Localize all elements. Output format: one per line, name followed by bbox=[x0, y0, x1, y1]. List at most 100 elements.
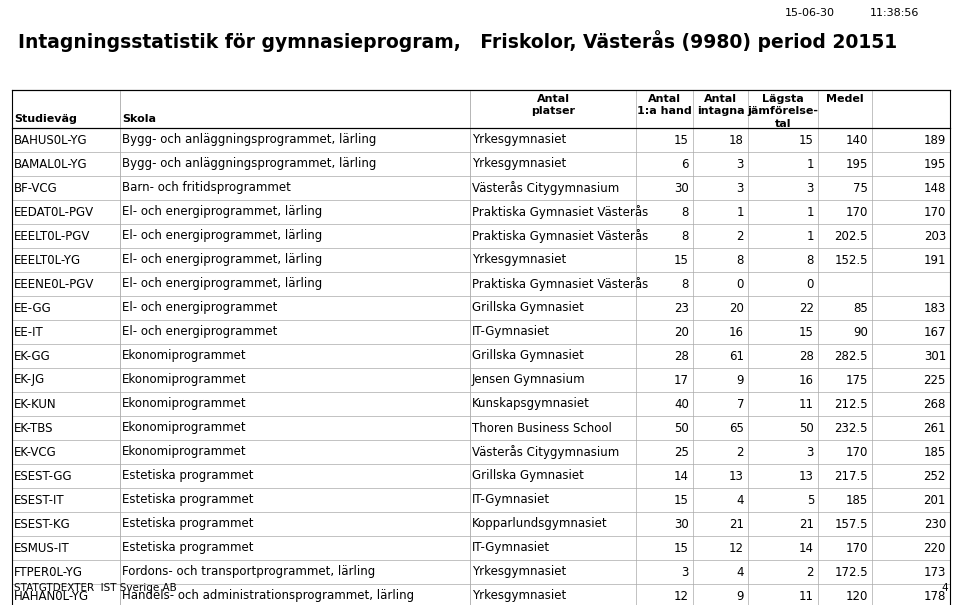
Text: 2: 2 bbox=[736, 445, 744, 459]
Text: Antal
intagna: Antal intagna bbox=[697, 94, 744, 116]
Text: Intagningsstatistik för gymnasieprogram,   Friskolor, Västerås (9980) period 201: Intagningsstatistik för gymnasieprogram,… bbox=[18, 30, 898, 52]
Text: BAHUS0L-YG: BAHUS0L-YG bbox=[14, 134, 87, 146]
Text: Barn- och fritidsprogrammet: Barn- och fritidsprogrammet bbox=[122, 182, 291, 194]
Text: 18: 18 bbox=[730, 134, 744, 146]
Text: ESEST-GG: ESEST-GG bbox=[14, 469, 73, 483]
Text: 232.5: 232.5 bbox=[834, 422, 868, 434]
Text: BF-VCG: BF-VCG bbox=[14, 182, 58, 194]
Text: 201: 201 bbox=[924, 494, 946, 506]
Text: 2: 2 bbox=[736, 229, 744, 243]
Text: 1: 1 bbox=[736, 206, 744, 218]
Text: El- och energiprogrammet, lärling: El- och energiprogrammet, lärling bbox=[122, 253, 323, 266]
Text: 170: 170 bbox=[846, 541, 868, 555]
Text: 13: 13 bbox=[730, 469, 744, 483]
Text: 170: 170 bbox=[846, 206, 868, 218]
Text: 2: 2 bbox=[806, 566, 814, 578]
Text: FTPER0L-YG: FTPER0L-YG bbox=[14, 566, 83, 578]
Text: 12: 12 bbox=[729, 541, 744, 555]
Text: 8: 8 bbox=[682, 278, 689, 290]
Text: 217.5: 217.5 bbox=[834, 469, 868, 483]
Text: 220: 220 bbox=[924, 541, 946, 555]
Text: 21: 21 bbox=[729, 517, 744, 531]
Text: IT-Gymnasiet: IT-Gymnasiet bbox=[472, 325, 550, 339]
Text: 30: 30 bbox=[674, 517, 689, 531]
Text: 61: 61 bbox=[729, 350, 744, 362]
Text: 1: 1 bbox=[806, 157, 814, 171]
Text: 22: 22 bbox=[799, 301, 814, 315]
Text: 268: 268 bbox=[924, 397, 946, 411]
Text: 15: 15 bbox=[674, 253, 689, 266]
Text: 252: 252 bbox=[924, 469, 946, 483]
Text: 11: 11 bbox=[799, 589, 814, 603]
Text: 175: 175 bbox=[846, 373, 868, 387]
Text: Lägsta
jämförelse-
tal: Lägsta jämförelse- tal bbox=[748, 94, 819, 129]
Text: 13: 13 bbox=[799, 469, 814, 483]
Text: 203: 203 bbox=[924, 229, 946, 243]
Text: 14: 14 bbox=[674, 469, 689, 483]
Text: ESMUS-IT: ESMUS-IT bbox=[14, 541, 70, 555]
Text: Estetiska programmet: Estetiska programmet bbox=[122, 541, 253, 555]
Text: 0: 0 bbox=[736, 278, 744, 290]
Text: 50: 50 bbox=[674, 422, 689, 434]
Text: 3: 3 bbox=[736, 182, 744, 194]
Text: EEELT0L-YG: EEELT0L-YG bbox=[14, 253, 82, 266]
Text: 195: 195 bbox=[846, 157, 868, 171]
Text: El- och energiprogrammet, lärling: El- och energiprogrammet, lärling bbox=[122, 229, 323, 243]
Text: 15: 15 bbox=[799, 134, 814, 146]
Text: 8: 8 bbox=[736, 253, 744, 266]
Text: Yrkesgymnasiet: Yrkesgymnasiet bbox=[472, 134, 566, 146]
Text: ESEST-KG: ESEST-KG bbox=[14, 517, 71, 531]
Text: 148: 148 bbox=[924, 182, 946, 194]
Text: Praktiska Gymnasiet Västerås: Praktiska Gymnasiet Västerås bbox=[472, 229, 648, 243]
Text: 8: 8 bbox=[806, 253, 814, 266]
Text: 8: 8 bbox=[682, 206, 689, 218]
Text: Medel: Medel bbox=[827, 94, 864, 104]
Text: Jensen Gymnasium: Jensen Gymnasium bbox=[472, 373, 586, 387]
Text: 90: 90 bbox=[853, 325, 868, 339]
Text: 4: 4 bbox=[736, 494, 744, 506]
Text: 7: 7 bbox=[736, 397, 744, 411]
Text: 65: 65 bbox=[730, 422, 744, 434]
Text: Praktiska Gymnasiet Västerås: Praktiska Gymnasiet Västerås bbox=[472, 205, 648, 219]
Text: Kopparlundsgymnasiet: Kopparlundsgymnasiet bbox=[472, 517, 608, 531]
Text: EK-JG: EK-JG bbox=[14, 373, 45, 387]
Text: Yrkesgymnasiet: Yrkesgymnasiet bbox=[472, 566, 566, 578]
Text: El- och energiprogrammet: El- och energiprogrammet bbox=[122, 301, 277, 315]
Text: Thoren Business School: Thoren Business School bbox=[472, 422, 612, 434]
Text: 28: 28 bbox=[674, 350, 689, 362]
Text: Skola: Skola bbox=[122, 114, 156, 124]
Text: 20: 20 bbox=[674, 325, 689, 339]
Text: 17: 17 bbox=[674, 373, 689, 387]
Text: 157.5: 157.5 bbox=[834, 517, 868, 531]
Text: 15: 15 bbox=[674, 541, 689, 555]
Text: 172.5: 172.5 bbox=[834, 566, 868, 578]
Text: HAHAN0L-YG: HAHAN0L-YG bbox=[14, 589, 89, 603]
Text: EK-VCG: EK-VCG bbox=[14, 445, 57, 459]
Text: 185: 185 bbox=[846, 494, 868, 506]
Text: Bygg- och anläggningsprogrammet, lärling: Bygg- och anläggningsprogrammet, lärling bbox=[122, 134, 376, 146]
Text: 30: 30 bbox=[674, 182, 689, 194]
Text: Västerås Citygymnasium: Västerås Citygymnasium bbox=[472, 445, 619, 459]
Text: 261: 261 bbox=[924, 422, 946, 434]
Text: Antal
platser: Antal platser bbox=[531, 94, 575, 116]
Text: 212.5: 212.5 bbox=[834, 397, 868, 411]
Text: 183: 183 bbox=[924, 301, 946, 315]
Text: Estetiska programmet: Estetiska programmet bbox=[122, 494, 253, 506]
Text: Estetiska programmet: Estetiska programmet bbox=[122, 469, 253, 483]
Text: 20: 20 bbox=[730, 301, 744, 315]
Text: IT-Gymnasiet: IT-Gymnasiet bbox=[472, 541, 550, 555]
Text: 195: 195 bbox=[924, 157, 946, 171]
Text: 0: 0 bbox=[806, 278, 814, 290]
Text: Ekonomiprogrammet: Ekonomiprogrammet bbox=[122, 422, 247, 434]
Text: EEENE0L-PGV: EEENE0L-PGV bbox=[14, 278, 94, 290]
Text: Ekonomiprogrammet: Ekonomiprogrammet bbox=[122, 397, 247, 411]
Text: 11:38:56: 11:38:56 bbox=[870, 8, 920, 18]
Text: 9: 9 bbox=[736, 373, 744, 387]
Text: 140: 140 bbox=[846, 134, 868, 146]
Text: 21: 21 bbox=[799, 517, 814, 531]
Text: Yrkesgymnasiet: Yrkesgymnasiet bbox=[472, 589, 566, 603]
Text: BAMAL0L-YG: BAMAL0L-YG bbox=[14, 157, 87, 171]
Text: Estetiska programmet: Estetiska programmet bbox=[122, 517, 253, 531]
Text: El- och energiprogrammet, lärling: El- och energiprogrammet, lärling bbox=[122, 206, 323, 218]
Text: 25: 25 bbox=[674, 445, 689, 459]
